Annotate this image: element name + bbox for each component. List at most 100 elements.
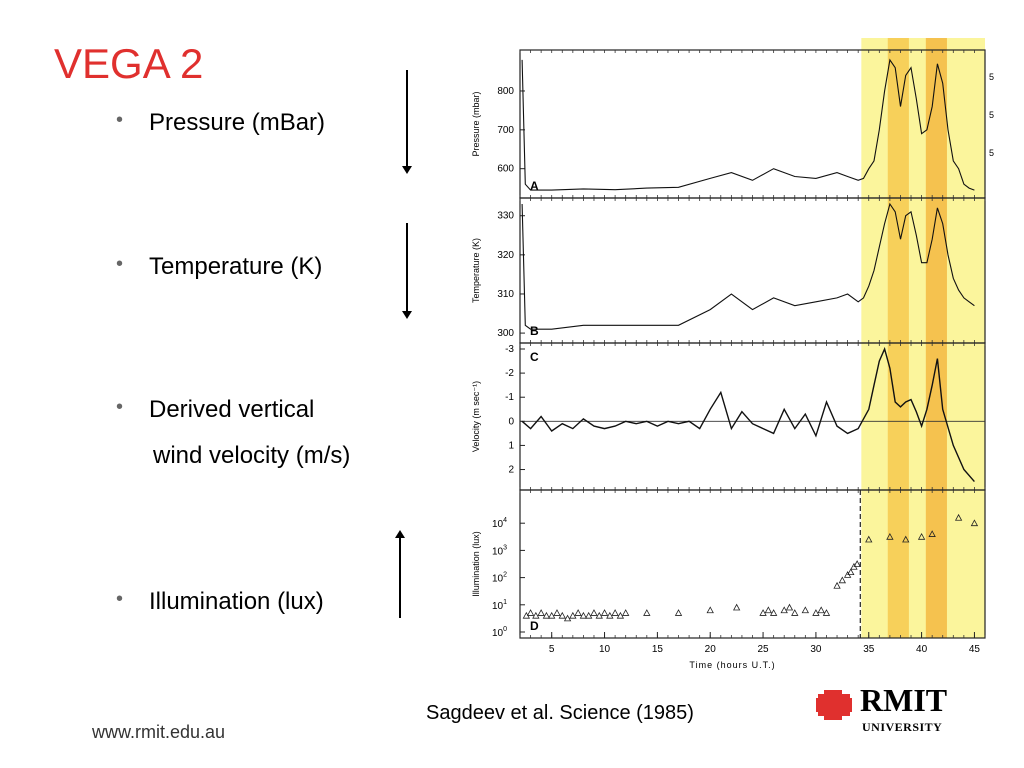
data-point <box>954 513 963 521</box>
y-tick-label: -1 <box>505 392 514 403</box>
data-point <box>970 519 979 527</box>
data-point <box>838 576 847 584</box>
right-edge-tick-label: 5 <box>989 72 994 82</box>
data-point <box>643 609 651 616</box>
y-axis-label: Temperature (K) <box>471 238 481 303</box>
bullet-dot: • <box>116 253 124 275</box>
series-line <box>521 346 975 483</box>
data-point <box>902 535 910 543</box>
data-point <box>886 532 894 540</box>
data-point <box>537 609 545 616</box>
data-point <box>822 609 831 616</box>
data-point <box>791 609 799 616</box>
y-axis-label: Pressure (mbar) <box>471 91 481 156</box>
data-point <box>780 606 788 614</box>
data-point <box>833 581 841 589</box>
series-line <box>521 202 975 330</box>
data-point <box>590 609 598 616</box>
y-tick-label: 104 <box>492 517 507 530</box>
bullet-text: Illumination (lux) <box>149 588 324 615</box>
y-tick-label: -2 <box>505 368 514 379</box>
x-tick-label: 5 <box>549 644 555 655</box>
data-point <box>801 606 810 614</box>
data-point <box>817 606 825 614</box>
y-tick-label: 101 <box>492 599 507 612</box>
data-point <box>616 611 625 619</box>
y-tick-label: 330 <box>497 211 514 222</box>
x-tick-label: 45 <box>969 644 981 655</box>
y-tick-label: 700 <box>497 125 514 136</box>
panel-letter: B <box>530 324 539 338</box>
data-point <box>585 611 593 619</box>
citation: Sagdeev et al. Science (1985) <box>426 702 694 724</box>
data-point <box>764 606 773 614</box>
data-point <box>558 611 566 619</box>
rmit-logo: RMIT UNIVERSITY <box>816 682 966 742</box>
highlight-band-inner <box>887 38 909 638</box>
data-point <box>595 611 603 619</box>
data-point <box>548 611 556 619</box>
data-point <box>853 560 861 567</box>
bullet-dot: • <box>116 396 124 418</box>
x-tick-label: 40 <box>916 644 928 655</box>
y-tick-label: -3 <box>505 344 514 355</box>
data-point <box>674 609 683 616</box>
data-point <box>622 609 630 616</box>
y-tick-label: 800 <box>497 86 514 97</box>
slide-title: VEGA 2 <box>54 40 204 87</box>
data-point <box>542 611 551 619</box>
data-point <box>847 568 855 576</box>
data-point <box>732 603 741 611</box>
series-line <box>521 58 975 191</box>
highlight-band <box>861 38 985 638</box>
data-point <box>706 606 714 614</box>
x-tick-label: 10 <box>599 644 611 655</box>
rmit-pixel-logo-icon <box>816 690 852 720</box>
arrow-up-illumination <box>395 530 405 618</box>
data-point <box>606 611 614 619</box>
panel-letter: C <box>530 350 539 364</box>
data-point <box>917 532 926 540</box>
data-point <box>812 609 820 616</box>
panel-letter: A <box>530 179 539 193</box>
y-tick-label: 600 <box>497 164 514 175</box>
y-tick-label: 2 <box>508 465 514 476</box>
vega2-chart: A Pressure (mbar) 600 700 800 B Temperature (K… <box>471 38 994 670</box>
bullet-text-line2: wind velocity (m/s) <box>153 442 351 469</box>
x-tick-label: 30 <box>810 644 822 655</box>
right-edge-tick-label: 5 <box>989 148 994 158</box>
data-point <box>759 609 767 616</box>
x-axis-label: Time (hours U.T.) <box>689 660 775 670</box>
x-tick-label: 25 <box>758 644 770 655</box>
x-tick-label: 35 <box>863 644 875 655</box>
bullet-dot: • <box>116 588 124 610</box>
data-point <box>611 609 619 616</box>
footer-url: www.rmit.edu.au <box>92 722 226 742</box>
y-axis-label: Velocity (m sec⁻¹) <box>471 381 481 452</box>
data-point <box>574 609 582 616</box>
data-point <box>532 611 540 619</box>
highlight-band-inner <box>925 38 947 638</box>
logo-name: RMIT <box>860 682 948 718</box>
bullet-text: Derived vertical <box>149 396 315 423</box>
y-tick-label: 100 <box>492 626 507 639</box>
bullet-dot: • <box>116 109 124 131</box>
y-tick-label: 1 <box>508 440 514 451</box>
data-point <box>769 609 778 616</box>
data-point <box>785 603 794 611</box>
x-tick-label: 15 <box>652 644 664 655</box>
bullet-text: Temperature (K) <box>149 253 323 280</box>
y-tick-label: 310 <box>497 289 514 300</box>
data-point <box>600 609 609 616</box>
panel-letter: D <box>530 619 539 633</box>
right-edge-tick-label: 5 <box>989 110 994 120</box>
data-point <box>579 611 588 619</box>
x-tick-label: 20 <box>705 644 717 655</box>
data-point <box>553 609 561 616</box>
data-point <box>928 530 936 537</box>
y-tick-label: 300 <box>497 328 514 339</box>
y-tick-label: 103 <box>492 544 507 557</box>
y-tick-label: 0 <box>508 416 514 427</box>
data-point <box>569 611 577 619</box>
arrow-down-temperature <box>402 223 412 319</box>
